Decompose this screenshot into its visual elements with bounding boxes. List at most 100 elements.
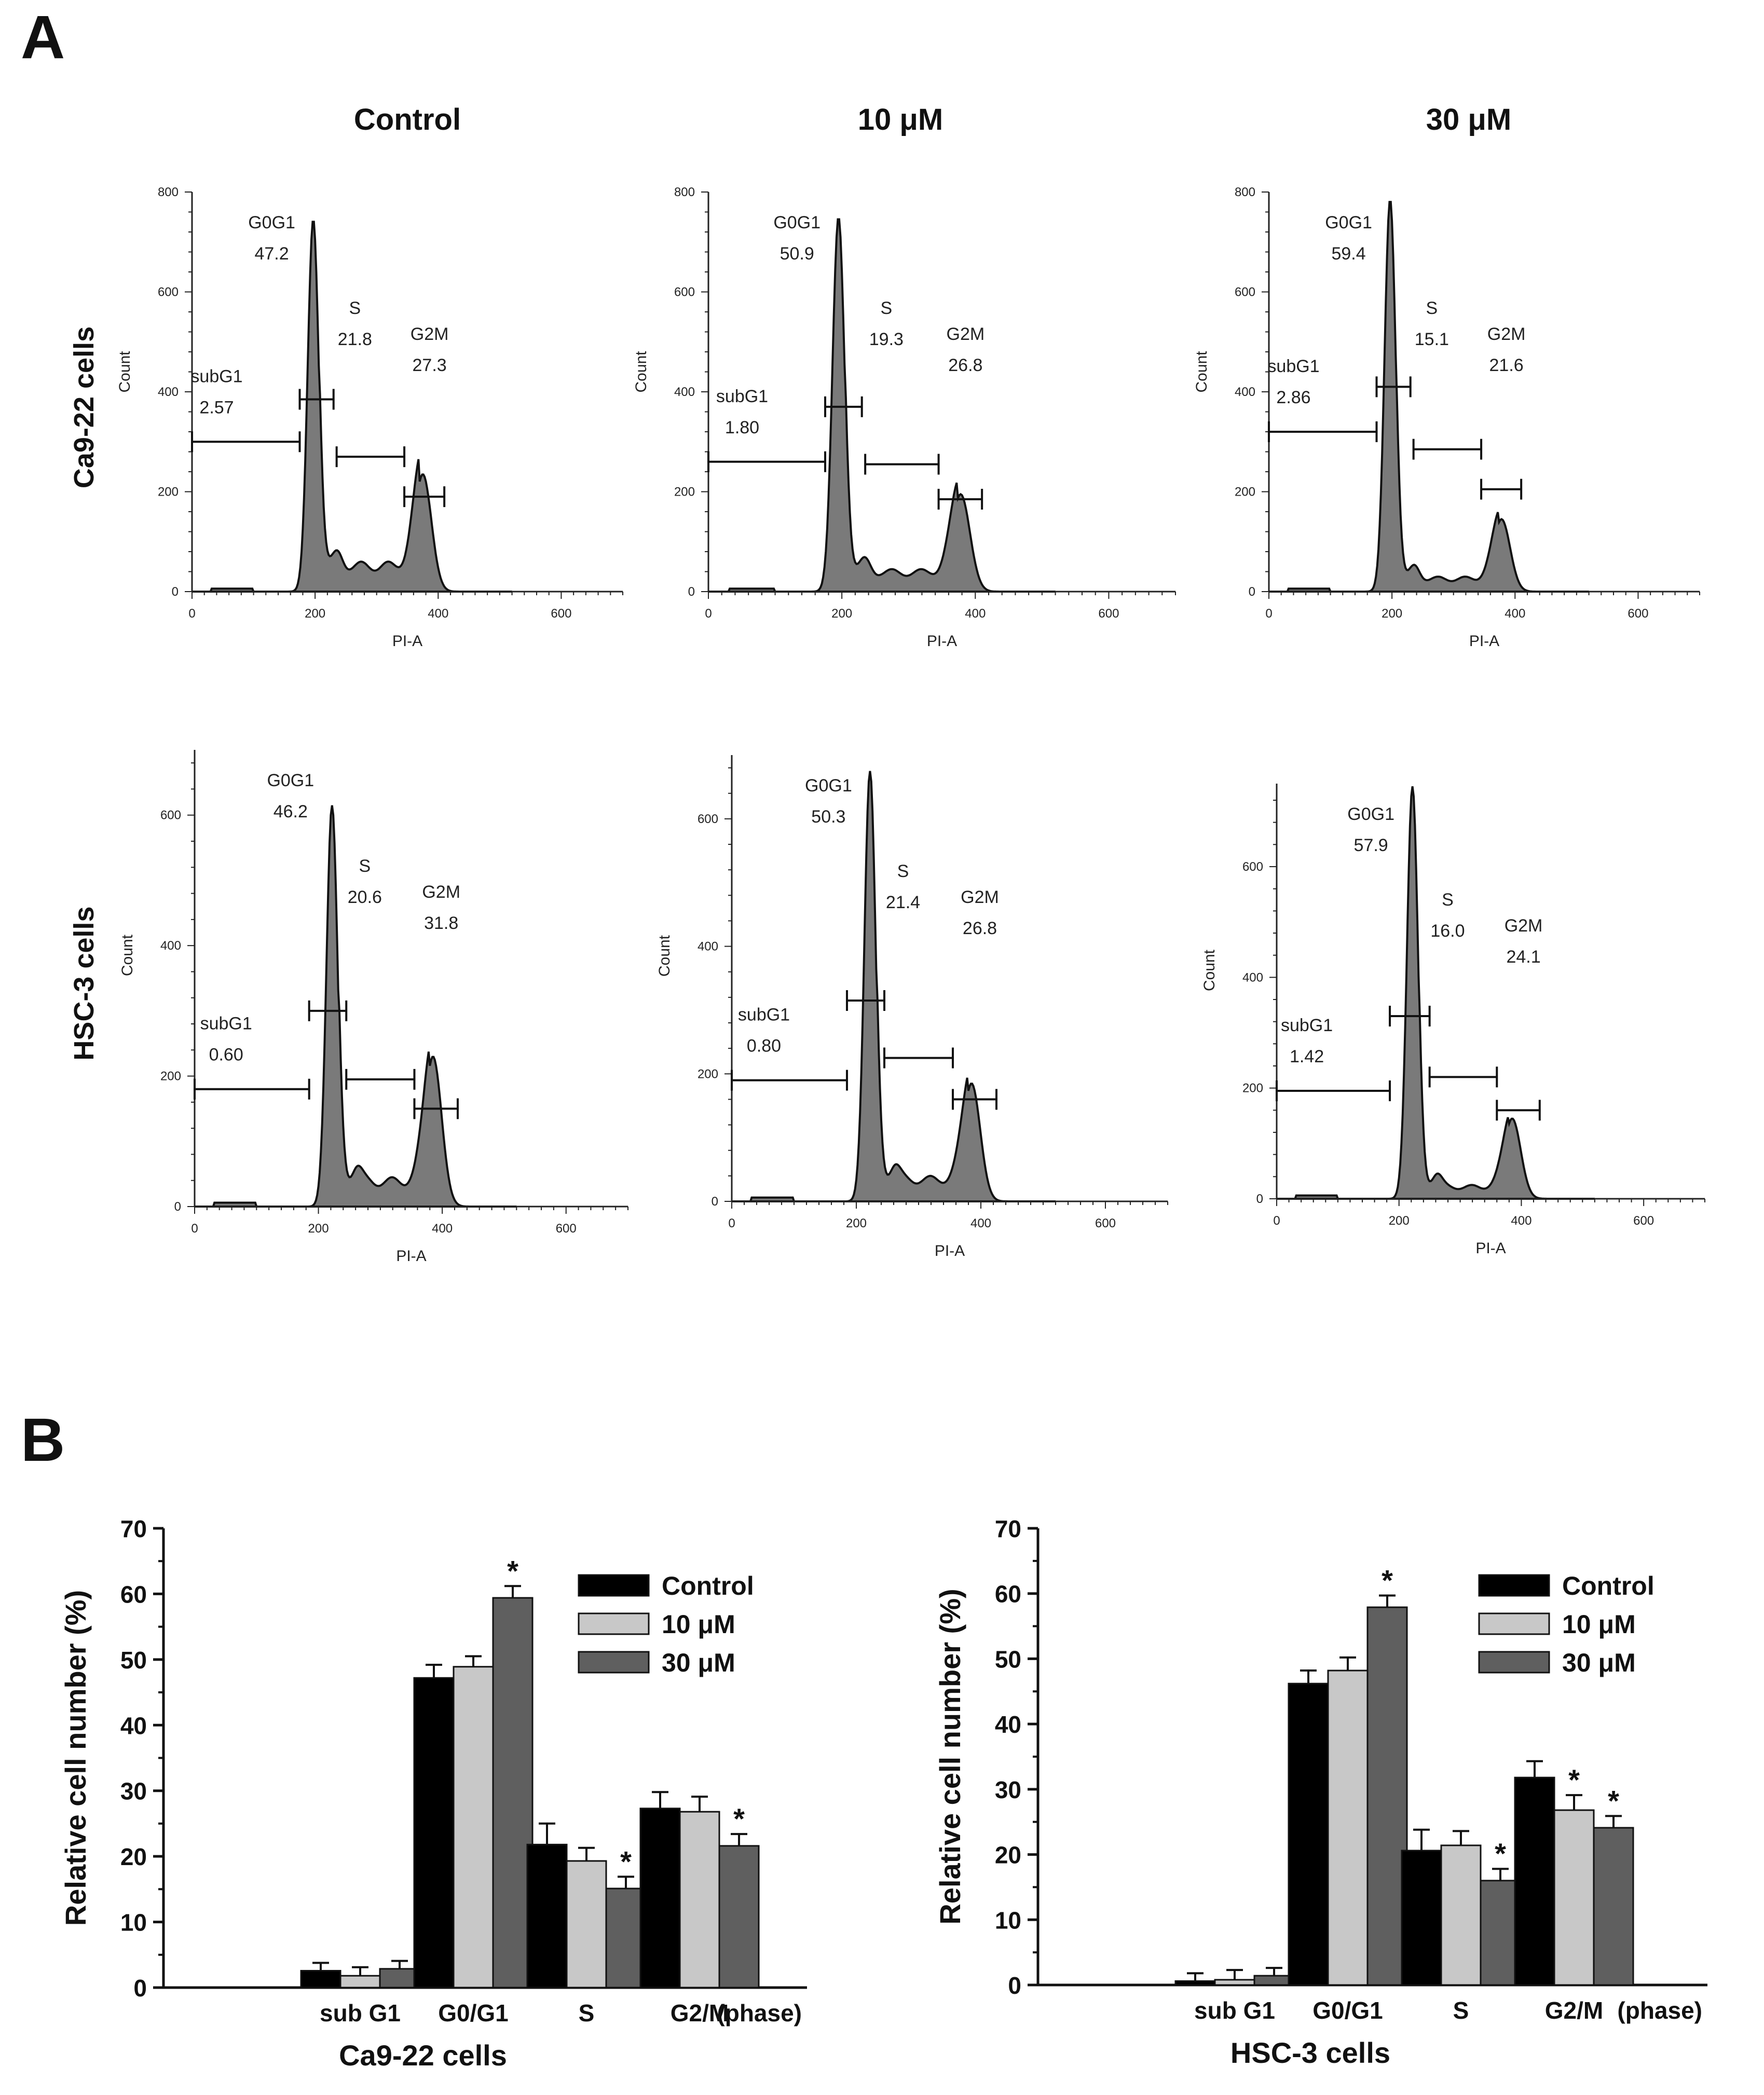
x-tick-label: 0 [188, 607, 195, 621]
legend-label-30-m: 30 μM [1562, 1648, 1636, 1677]
gate-subg1-name: subG1 [1267, 357, 1319, 376]
y-tick-label: 70 [120, 1515, 147, 1542]
x-tick-label: 0 [1265, 607, 1272, 621]
y-tick-label: 10 [120, 1909, 147, 1936]
x-tick-label: 200 [305, 607, 325, 621]
y-tick-label: 0 [712, 1195, 718, 1209]
y-axis-title: Relative cell number (%) [934, 1589, 966, 1924]
gate-g0g1-value: 47.2 [254, 244, 289, 264]
legend-swatch-10-m [578, 1612, 650, 1635]
gate-subg1-name: subG1 [200, 1014, 252, 1034]
legend-swatch-10-m [1478, 1612, 1550, 1635]
gate-g2m-value: 26.8 [948, 355, 982, 375]
histogram-hsc-3-30um: 0 200 400 600 0 200 400 600 PI-A Count subG1 1.42 G0… [1201, 784, 1705, 1257]
x-tick-label: 0 [705, 607, 712, 621]
legend-swatch-control [1478, 1574, 1550, 1597]
gate-s-value: 21.8 [338, 330, 372, 349]
y-tick-label: 0 [172, 585, 179, 599]
gate-g2m-value: 24.1 [1506, 947, 1540, 967]
bar-control-sub-g1 [1174, 1980, 1216, 1986]
gate-subg1-name: subG1 [738, 1005, 790, 1025]
gate-g0g1-value: 59.4 [1331, 244, 1365, 264]
gate-g2m-name: G2M [422, 882, 460, 902]
histogram-trace [195, 805, 517, 1208]
y-tick-label: 0 [174, 1200, 181, 1214]
y-tick-label: 0 [1008, 1972, 1021, 1999]
gate-subg1-value: 1.42 [1290, 1047, 1324, 1066]
gate-s-value: 19.3 [869, 330, 904, 349]
x-tick-label: 0 [728, 1216, 735, 1230]
bar-control-g2-m [639, 1808, 681, 1989]
x-tick-label: 0 [191, 1222, 198, 1236]
y-tick-label: 200 [698, 1067, 718, 1081]
y-tick-label: 60 [995, 1581, 1021, 1608]
x-axis-suffix: (phase) [1617, 1997, 1702, 2024]
y-tick-label: 800 [1235, 185, 1255, 199]
histogram-ca9-22-10um: 0 200 400 600 0 200 400 600 800 PI-A Count subG1 1.8… [633, 185, 1176, 650]
y-tick-label: 200 [160, 1070, 181, 1084]
legend-label-10-m: 10 μM [662, 1610, 735, 1639]
category-label-s: S [579, 2000, 595, 2026]
y-axis-title: Count [1193, 351, 1210, 393]
bar-30-m-g0-g1 [1366, 1606, 1408, 1986]
category-label-g0-g1: G0/G1 [1312, 1997, 1383, 2024]
bar-10-m-sub-g1 [1214, 1979, 1255, 1986]
bar-control-s [526, 1843, 568, 1989]
gate-g2m-value: 31.8 [424, 913, 458, 933]
x-tick-label: 400 [432, 1222, 453, 1236]
significance-star: * [1382, 1564, 1393, 1596]
gate-s-name: S [1442, 890, 1454, 910]
y-tick-label: 400 [1235, 385, 1255, 399]
bar-10-m-sub-g1 [339, 1975, 381, 1989]
y-tick-label: 10 [995, 1907, 1021, 1934]
bar-control-sub-g1 [300, 1970, 341, 1989]
histogram-trace [1269, 201, 1589, 593]
y-tick-label: 600 [160, 809, 181, 823]
y-tick-label: 0 [1249, 585, 1255, 599]
gate-g0g1-value: 57.9 [1354, 836, 1388, 855]
gate-g2m-value: 27.3 [413, 355, 447, 375]
legend-label-10-m: 10 μM [1562, 1610, 1636, 1639]
gate-subg1-name: subG1 [1281, 1016, 1333, 1035]
y-tick-label: 400 [674, 385, 695, 399]
significance-star: * [1608, 1784, 1619, 1817]
y-tick-label: 70 [995, 1515, 1021, 1542]
bar-10-m-g0-g1 [1327, 1669, 1369, 1986]
legend-swatch-control [578, 1574, 650, 1597]
row-title-ca9-22: Ca9-22 cells [69, 326, 100, 488]
histogram-trace [192, 221, 512, 593]
x-axis-title: PI-A [396, 1248, 426, 1265]
gate-g0g1-value: 46.2 [274, 802, 308, 821]
x-axis-title: PI-A [1475, 1240, 1506, 1257]
x-axis-title: HSC-3 cells [1230, 2036, 1390, 2069]
histogram-hsc-3-10um: 0 200 400 600 0 200 400 600 PI-A Count subG1 0.80 G0… [656, 755, 1168, 1259]
x-tick-label: 600 [551, 607, 571, 621]
category-label-s: S [1453, 1997, 1469, 2024]
gate-g0g1-name: G0G1 [1325, 213, 1372, 232]
legend-label-control: Control [1562, 1571, 1654, 1600]
y-tick-label: 400 [160, 939, 181, 953]
y-tick-label: 200 [158, 485, 179, 499]
y-tick-label: 20 [995, 1842, 1021, 1869]
gate-subg1-value: 1.80 [725, 418, 759, 437]
x-tick-label: 600 [556, 1222, 577, 1236]
bar-30-m-g2-m [1593, 1827, 1634, 1986]
y-tick-label: 400 [698, 940, 718, 954]
x-tick-label: 600 [1098, 607, 1119, 621]
x-tick-label: 200 [1382, 607, 1402, 621]
x-axis-title: PI-A [927, 633, 957, 650]
x-axis-title: PI-A [935, 1242, 965, 1259]
legend-label-control: Control [662, 1571, 754, 1600]
y-tick-label: 200 [1235, 485, 1255, 499]
gate-g2m-name: G2M [1505, 916, 1543, 936]
x-tick-label: 400 [1511, 1214, 1531, 1228]
gate-g2m-name: G2M [947, 324, 985, 344]
y-tick-label: 600 [158, 285, 179, 299]
y-tick-label: 800 [158, 185, 179, 199]
histogram-hsc-3-control: 0 200 400 600 0 200 400 600 PI-A Count subG1 0.60 G0… [119, 750, 628, 1265]
gate-subg1-value: 2.57 [199, 398, 234, 417]
x-tick-label: 200 [831, 607, 852, 621]
y-tick-label: 800 [674, 185, 695, 199]
y-tick-label: 400 [158, 385, 179, 399]
